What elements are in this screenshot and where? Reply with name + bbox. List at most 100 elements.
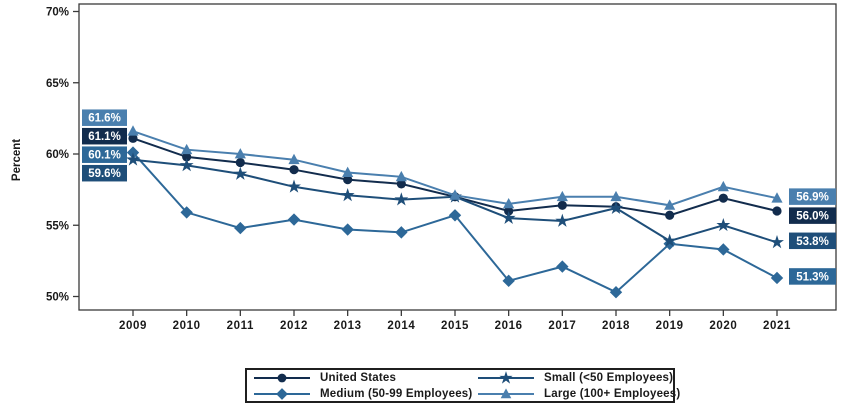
circle-marker xyxy=(343,175,353,185)
star-marker xyxy=(394,192,409,206)
star-marker xyxy=(340,188,355,202)
diamond-marker xyxy=(341,223,354,236)
data-label-box xyxy=(789,188,836,205)
star-marker xyxy=(233,166,248,180)
diamond-marker xyxy=(287,213,301,226)
diamond-marker xyxy=(448,209,462,222)
diamond-marker xyxy=(609,286,623,299)
legend-label: Large (100+ Employees) xyxy=(544,387,681,400)
data-label-text: 56.9% xyxy=(796,192,829,204)
legend-label: Medium (50-99 Employees) xyxy=(320,387,473,400)
star-marker xyxy=(179,158,194,172)
data-label-text: 60.1% xyxy=(88,150,121,162)
data-label: 56.0% xyxy=(789,207,836,224)
legend-label: United States xyxy=(320,371,397,384)
circle-marker xyxy=(396,179,406,189)
data-label: 61.1% xyxy=(82,127,127,145)
circle-marker xyxy=(182,152,192,162)
x-tick-label: 2012 xyxy=(280,320,308,332)
star-marker xyxy=(716,217,731,232)
data-label-box xyxy=(82,109,127,126)
star-marker xyxy=(126,152,140,166)
circle-marker xyxy=(718,193,728,203)
data-label-box xyxy=(82,127,127,145)
diamond-marker xyxy=(180,206,193,219)
x-tick-label: 2011 xyxy=(227,320,254,332)
star-marker xyxy=(555,213,570,227)
circle-marker xyxy=(289,165,299,175)
legend-label: Small (<50 Employees) xyxy=(544,371,674,384)
triangle-marker xyxy=(771,192,783,203)
star-marker xyxy=(287,179,301,193)
circle-marker xyxy=(665,210,675,220)
x-tick-label: 2013 xyxy=(334,320,362,332)
data-label-text: 61.6% xyxy=(88,113,121,125)
data-label: 59.6% xyxy=(82,164,127,182)
legend-sample-circle xyxy=(254,373,310,382)
data-label: 53.8% xyxy=(789,232,836,250)
triangle-marker xyxy=(500,387,512,398)
diamond-marker xyxy=(395,226,408,239)
x-tick-label: 2014 xyxy=(387,320,415,332)
data-label-box xyxy=(789,268,836,285)
star-marker xyxy=(609,200,623,215)
circle-marker xyxy=(128,133,138,143)
x-tick-label: 2019 xyxy=(656,320,684,332)
triangle-marker xyxy=(127,125,139,136)
x-tick-label: 2009 xyxy=(119,320,147,332)
triangle-marker xyxy=(449,189,461,200)
plot-frame xyxy=(78,3,837,311)
legend-sample-triangle xyxy=(478,387,534,398)
series-circle xyxy=(128,133,782,220)
legend-item: Medium (50-99 Employees) xyxy=(253,386,477,402)
x-tick-label: 2017 xyxy=(548,320,576,332)
legend: United States Small (<50 Employees) Medium… xyxy=(245,368,680,403)
triangle-marker xyxy=(503,197,515,209)
x-tick-label: 2016 xyxy=(495,320,523,332)
x-tick-label: 2010 xyxy=(173,320,201,332)
diamond-marker xyxy=(770,271,784,285)
data-label-box xyxy=(789,207,836,224)
data-label-box xyxy=(82,164,127,182)
legend-item: United States xyxy=(253,370,477,386)
y-tick-label: 60% xyxy=(46,149,69,161)
x-tick-label: 2015 xyxy=(441,320,469,332)
x-tick-label: 2020 xyxy=(709,320,737,332)
circle-marker xyxy=(235,157,245,168)
triangle-marker xyxy=(610,190,622,202)
data-label-text: 53.8% xyxy=(796,236,829,248)
star-marker xyxy=(662,233,677,247)
triangle-marker xyxy=(234,148,246,159)
circle-marker xyxy=(557,200,567,210)
y-tick-label: 50% xyxy=(46,292,69,304)
series-triangle xyxy=(127,125,783,210)
data-label-text: 61.1% xyxy=(88,131,121,143)
star-marker xyxy=(499,370,513,384)
triangle-marker xyxy=(288,153,300,165)
y-tick-label: 65% xyxy=(46,78,69,90)
data-label: 56.9% xyxy=(789,188,836,205)
triangle-marker xyxy=(181,143,193,155)
data-label: 51.3% xyxy=(789,268,836,285)
legend-item: Small (<50 Employees) xyxy=(477,370,680,386)
x-tick-label: 2021 xyxy=(763,320,791,332)
legend-item: Large (100+ Employees) xyxy=(477,386,680,402)
star-marker xyxy=(770,235,784,249)
triangle-marker xyxy=(717,180,729,192)
y-tick-label: 55% xyxy=(46,220,69,232)
triangle-marker xyxy=(556,190,568,202)
triangle-marker xyxy=(395,170,407,182)
line-chart-canvas: 70% 65% 60% 55% 50% 2009 2010 2011 2012 2013 2014 2… xyxy=(11,3,837,332)
series-line xyxy=(132,151,778,294)
legend-sample-star xyxy=(478,370,534,384)
triangle-marker xyxy=(342,166,354,177)
series-diamond xyxy=(126,146,784,299)
diamond-marker xyxy=(234,221,247,235)
series-line xyxy=(132,137,778,217)
circle-marker xyxy=(772,206,782,216)
data-label-box xyxy=(789,232,836,250)
diamond-marker xyxy=(717,243,730,256)
circle-marker xyxy=(277,373,287,382)
diamond-marker xyxy=(502,274,515,288)
